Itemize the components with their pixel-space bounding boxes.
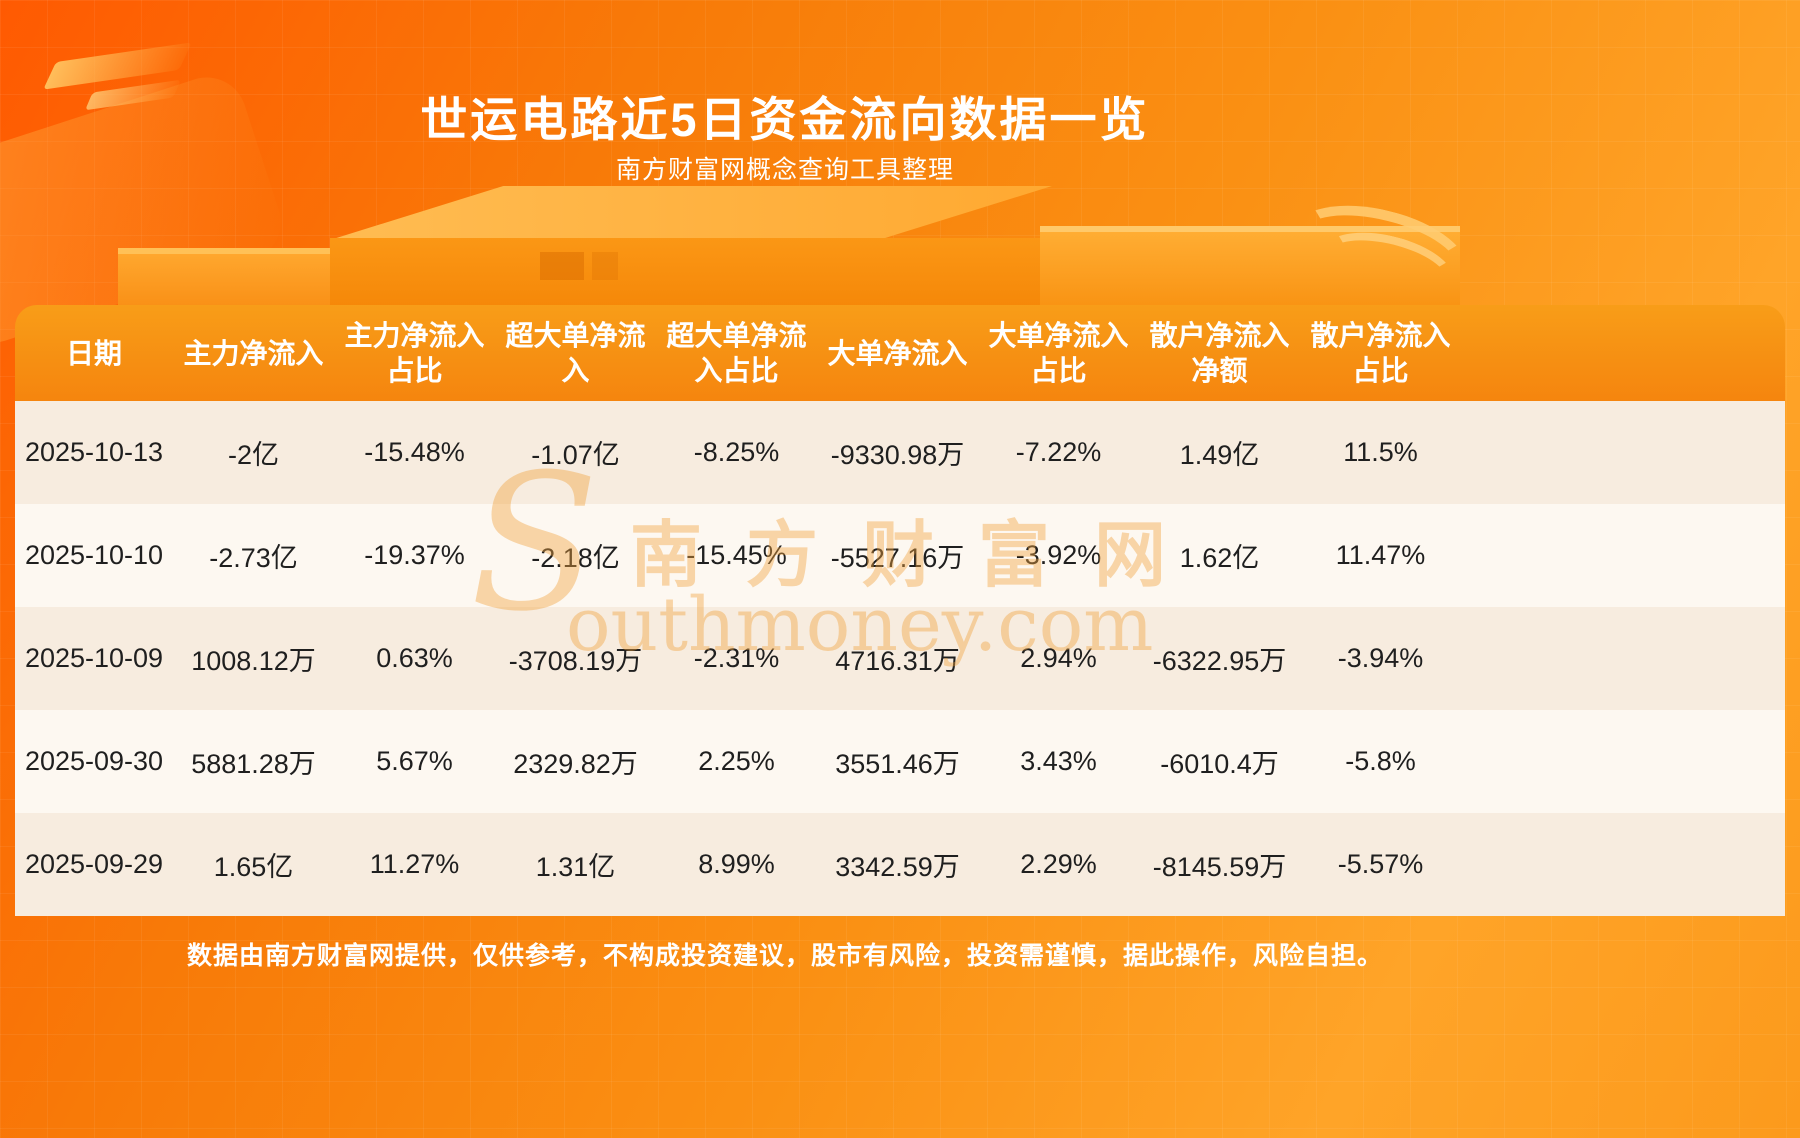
cell-large-order-net-inflow-ratio: -3.92% [1015,540,1102,570]
table-header-row: 日期 主力净流入 主力净流入 占比 超大单净流 入 超大单净流 入占比 大单净流… [15,305,1785,401]
decor-podium-center-front [330,238,1052,310]
cell-large-order-net-inflow: -9330.98万 [830,440,965,470]
cell-large-order-net-inflow: 3551.46万 [835,749,960,779]
footer-disclaimer: 数据由南方财富网提供，仅供参考，不构成投资建议，股市有风险，投资需谨慎，据此操作… [186,942,1383,970]
column-header-large-order-net-inflow: 大单净流入 [827,337,968,369]
table-row: 2025-10-09 1008.12万 0.63% -3708.19万 -2.3… [15,607,1785,710]
decor-podium-notch [540,252,584,280]
cell-large-order-net-inflow: -5527.16万 [830,543,965,573]
cell-large-order-net-inflow-ratio: 2.29% [1020,849,1097,879]
cell-main-net-inflow: 1008.12万 [191,646,316,676]
column-header-retail-net-inflow-amount: 散户净流入 净额 [1149,320,1290,386]
column-header-date: 日期 [65,337,122,369]
cell-main-net-inflow-ratio: -15.48% [364,437,465,467]
cell-main-net-inflow: 1.65亿 [213,852,294,882]
cell-retail-net-inflow-amount: 1.62亿 [1179,543,1260,573]
cell-large-order-net-inflow: 4716.31万 [835,646,960,676]
cell-xl-order-net-inflow: -3708.19万 [508,646,643,676]
cell-retail-net-inflow-amount: 1.49亿 [1179,440,1260,470]
cell-xl-order-net-inflow: -2.18亿 [531,543,620,573]
cell-retail-net-inflow-ratio: -5.8% [1345,746,1416,776]
cell-large-order-net-inflow-ratio: -7.22% [1015,437,1102,467]
cell-date: 2025-10-09 [24,643,164,673]
fund-flow-table: 日期 主力净流入 主力净流入 占比 超大单净流 入 超大单净流 入占比 大单净流… [15,305,1785,916]
cell-main-net-inflow-ratio: 5.67% [376,746,453,776]
page-subtitle: 南方财富网概念查询工具整理 [615,156,954,184]
table-row: 2025-10-13 -2亿 -15.48% -1.07亿 -8.25% -93… [15,401,1785,504]
column-header-retail-net-inflow-ratio: 散户净流入 占比 [1310,320,1451,386]
decor-swoosh-right [1282,189,1478,315]
cell-retail-net-inflow-amount: -6010.4万 [1160,749,1279,779]
decor-podium-center-top [330,186,1052,240]
table-row: 2025-09-29 1.65亿 11.27% 1.31亿 8.99% 3342… [15,813,1785,916]
cell-retail-net-inflow-ratio: 11.5% [1343,437,1418,467]
cell-retail-net-inflow-ratio: 11.47% [1335,540,1426,570]
cell-date: 2025-10-13 [24,437,164,467]
cell-date: 2025-09-30 [24,746,164,776]
cell-retail-net-inflow-amount: -8145.59万 [1152,852,1287,882]
cell-date: 2025-09-29 [24,849,164,879]
cell-xl-order-net-inflow-ratio: 2.25% [698,746,775,776]
cell-date: 2025-10-10 [24,540,164,570]
cell-main-net-inflow: -2亿 [227,440,279,470]
cell-xl-order-net-inflow: 2329.82万 [513,749,638,779]
column-header-main-net-inflow-ratio: 主力净流入 占比 [344,320,485,386]
cell-xl-order-net-inflow: 1.31亿 [535,852,616,882]
cell-xl-order-net-inflow-ratio: -8.25% [693,437,780,467]
table-row: 2025-09-30 5881.28万 5.67% 2329.82万 2.25%… [15,710,1785,813]
column-header-xl-order-net-inflow: 超大单净流 入 [505,320,646,386]
cell-xl-order-net-inflow-ratio: 8.99% [698,849,775,879]
cell-main-net-inflow: -2.73亿 [209,543,298,573]
cell-retail-net-inflow-amount: -6322.95万 [1152,646,1287,676]
cell-large-order-net-inflow-ratio: 2.94% [1020,643,1097,673]
cell-xl-order-net-inflow: -1.07亿 [531,440,620,470]
cell-main-net-inflow-ratio: 11.27% [369,849,460,879]
cell-xl-order-net-inflow-ratio: -2.31% [693,643,780,673]
column-header-large-order-net-inflow-ratio: 大单净流入 占比 [988,320,1129,386]
cell-main-net-inflow-ratio: 0.63% [376,643,453,673]
decor-podium-right [1040,226,1460,316]
cell-large-order-net-inflow-ratio: 3.43% [1020,746,1097,776]
decor-swoosh-right-inner [1314,220,1462,314]
decor-podium-notch-small [592,252,618,280]
column-header-xl-order-net-inflow-ratio: 超大单净流 入占比 [666,320,807,386]
column-header-main-net-inflow: 主力净流入 [183,337,324,369]
cell-retail-net-inflow-ratio: -3.94% [1337,643,1424,673]
cell-retail-net-inflow-ratio: -5.57% [1337,849,1424,879]
cell-xl-order-net-inflow-ratio: -15.45% [686,540,787,570]
cell-main-net-inflow-ratio: -19.37% [364,540,465,570]
cell-large-order-net-inflow: 3342.59万 [835,852,960,882]
table-row: 2025-10-10 -2.73亿 -19.37% -2.18亿 -15.45%… [15,504,1785,607]
cell-main-net-inflow: 5881.28万 [191,749,316,779]
page-title: 世运电路近5日资金流向数据一览 [420,93,1150,147]
